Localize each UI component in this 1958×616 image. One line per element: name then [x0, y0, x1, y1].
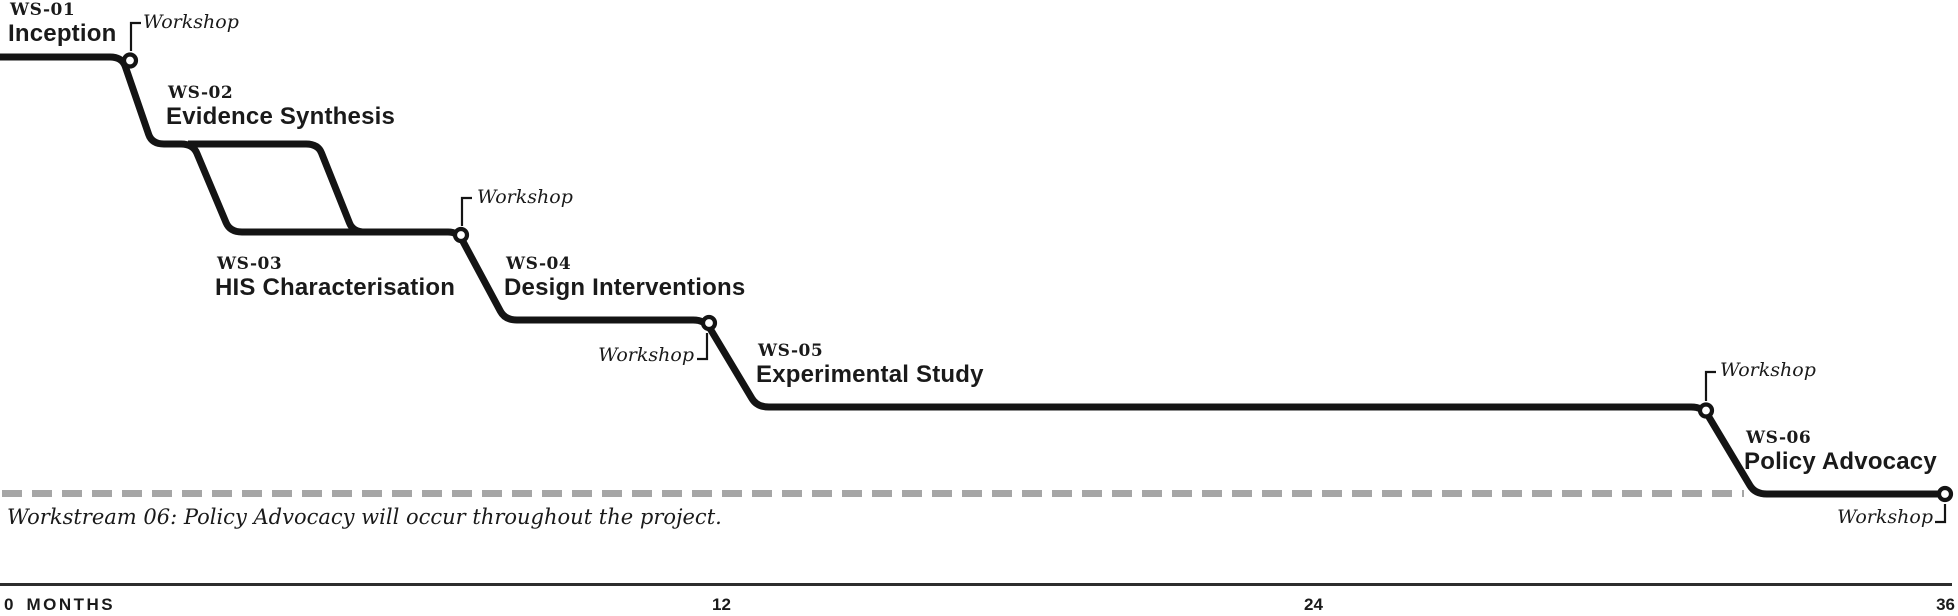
- ws04-label: WS-04 Design Interventions: [504, 254, 746, 302]
- axis-tick-0: 0: [4, 595, 14, 614]
- ws03-code: WS-03: [217, 254, 283, 274]
- workshop-leader-line-1: [129, 21, 141, 51]
- workshop-marker-2: [452, 226, 470, 244]
- ws04-code: WS-04: [506, 254, 572, 274]
- workshop-label-4: Workshop: [1720, 359, 1816, 381]
- ws03-label: WS-03 HIS Characterisation: [215, 254, 456, 302]
- workshop-marker-1: [121, 52, 139, 69]
- ws01-name: Inception: [8, 20, 117, 48]
- ws06-code: WS-06: [1746, 428, 1812, 448]
- axis-tick-12: 12: [712, 595, 731, 614]
- workshop-leader-line-4: [1704, 370, 1716, 401]
- ws02-ws03-overlap-branch: [188, 140, 376, 236]
- ws02-code: WS-02: [168, 83, 234, 103]
- ws02-label: WS-02 Evidence Synthesis: [166, 83, 396, 131]
- axis-tick-24: 24: [1304, 595, 1323, 614]
- ws05-name: Experimental Study: [756, 361, 984, 389]
- ws02-name: Evidence Synthesis: [166, 103, 396, 131]
- workshop-leader-line-5: [1935, 504, 1947, 524]
- workshop-leader-line-3: [697, 333, 709, 361]
- caption-note: Workstream 06: Policy Advocacy will occu…: [7, 505, 722, 529]
- timeline-main-path: [0, 53, 1945, 498]
- ws06-label: WS-06 Policy Advocacy: [1744, 428, 1937, 476]
- workshop-label-2: Workshop: [477, 186, 573, 208]
- workshop-leader-line-2: [460, 196, 472, 226]
- ws01-code: WS-01: [10, 0, 76, 20]
- workshop-marker-5: [1936, 485, 1954, 503]
- workshop-marker-3: [700, 314, 718, 332]
- workshop-label-3: Workshop: [598, 344, 694, 366]
- ws06-name: Policy Advocacy: [1744, 448, 1937, 476]
- axis-unit-label: MONTHS: [26, 595, 116, 614]
- axis-tick-36: 36: [1936, 595, 1955, 614]
- workshop-label-1: Workshop: [143, 11, 239, 33]
- ws05-label: WS-05 Experimental Study: [756, 341, 984, 389]
- ws03-name: HIS Characterisation: [215, 274, 456, 302]
- workshop-marker-4: [1697, 402, 1715, 419]
- workshop-label-5: Workshop: [1837, 506, 1933, 528]
- ws01-label: WS-01 Inception: [8, 0, 117, 48]
- ws05-code: WS-05: [758, 341, 824, 361]
- axis-tick-0-months: 0 MONTHS: [4, 595, 115, 615]
- ws04-name: Design Interventions: [504, 274, 746, 302]
